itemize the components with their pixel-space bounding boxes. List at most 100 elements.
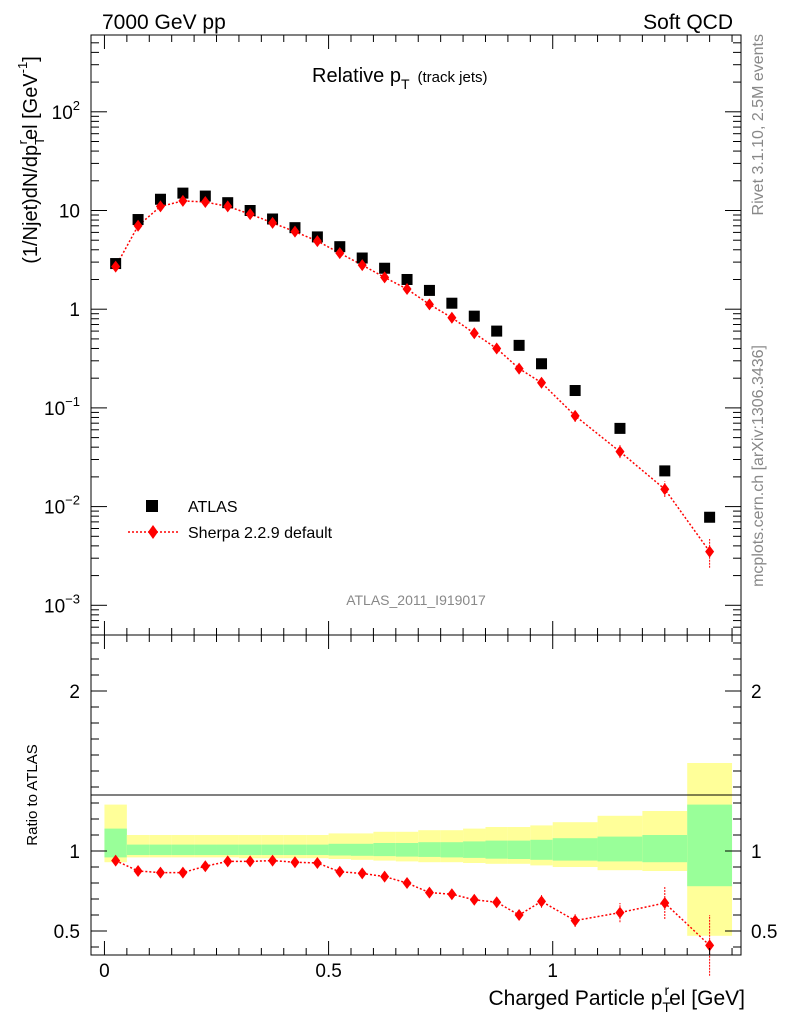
- ratio-ytick-label-left: 2: [69, 682, 80, 703]
- ytick-base: 1: [69, 300, 80, 321]
- main-ytick-label: 1: [69, 300, 80, 321]
- ytick-exp: −1: [65, 394, 80, 409]
- ratio-sherpa-point: [660, 897, 670, 909]
- ratio-band-inner: [171, 844, 195, 855]
- sherpa-point: [223, 200, 233, 213]
- ratio-frame: [90, 634, 742, 956]
- sherpa-point: [290, 225, 300, 238]
- sherpa-point: [380, 271, 390, 284]
- ytick-base: 10: [52, 103, 73, 124]
- title-sub: T: [401, 76, 410, 92]
- ytick-base: 10: [59, 201, 80, 222]
- ratio-sherpa-point: [133, 865, 143, 877]
- ylabel-close: ]: [20, 56, 42, 62]
- sherpa-point: [424, 298, 434, 311]
- ratio-sherpa-point: [469, 893, 479, 906]
- ratio-band-inner: [597, 836, 643, 862]
- ytick-base: 10: [44, 596, 65, 617]
- ratio-band-inner: [194, 844, 217, 855]
- xtick-label: 0: [99, 961, 110, 982]
- legend-marker-atlas: [146, 500, 158, 512]
- ratio-sherpa-line: [115, 859, 711, 946]
- side-note-rivet: Rivet 3.1.10, 2.5M events: [750, 34, 767, 215]
- atlas-point: [423, 284, 435, 296]
- ratio-band-inner: [238, 844, 262, 855]
- ytick-exp: 2: [73, 98, 80, 113]
- title-main: Relative p: [312, 65, 401, 87]
- main-data-marks: [110, 187, 716, 568]
- legend-label-atlas: ATLAS: [188, 499, 238, 516]
- ratio-sherpa-point: [200, 860, 210, 873]
- xlabel-sup: r: [664, 982, 669, 998]
- header-left: 7000 GeV pp: [102, 11, 226, 34]
- sherpa-point: [178, 194, 188, 207]
- atlas-point: [614, 422, 626, 434]
- ratio-band-inner: [418, 842, 441, 857]
- atlas-point: [513, 339, 525, 351]
- sherpa-point: [705, 545, 715, 558]
- ratio-band-inner: [104, 828, 127, 858]
- ratio-band-inner: [216, 844, 239, 855]
- sherpa-point: [245, 208, 255, 221]
- ytick-exp: −3: [65, 591, 80, 606]
- ratio-tick-labels: 0.5 0.5 1 1 2 2 0 0.5 1: [54, 682, 778, 982]
- atlas-point: [154, 193, 166, 205]
- ratio-band-inner: [126, 844, 150, 855]
- sherpa-point: [133, 219, 143, 232]
- ratio-sherpa-point: [155, 866, 165, 879]
- xlabel-rest: el [GeV]: [669, 987, 745, 1010]
- sherpa-point: [570, 409, 580, 422]
- ratio-sherpa-point: [492, 896, 502, 909]
- ylabel-sup2: -1: [15, 62, 30, 74]
- ratio-sherpa-point: [111, 854, 121, 867]
- xlabel: Charged Particle pTrel [GeV]: [488, 982, 745, 1015]
- ratio-ytick-label-left: 0.5: [54, 922, 80, 943]
- ratio-band-inner: [440, 842, 464, 858]
- ratio-band-inner: [306, 844, 329, 855]
- ylabel-sub: T: [32, 137, 47, 145]
- sherpa-point: [492, 342, 502, 355]
- sherpa-point: [615, 445, 625, 458]
- ratio-sherpa-point: [178, 866, 188, 879]
- ratio-sherpa-point: [514, 909, 524, 921]
- ratio-sherpa-point: [335, 865, 345, 878]
- ratio-sherpa-point: [245, 855, 255, 868]
- ratio-sherpa-point: [705, 939, 715, 952]
- atlas-point: [379, 262, 391, 274]
- ratio-ylabel: Ratio to ATLAS: [24, 744, 41, 845]
- ratio-band-inner: [283, 844, 307, 855]
- ratio-sherpa-point: [290, 856, 300, 869]
- main-frame: [90, 34, 742, 636]
- sherpa-point: [447, 311, 457, 324]
- sherpa-point: [357, 259, 367, 272]
- ratio-band-inner: [261, 844, 284, 855]
- ratio-band-inner: [149, 844, 172, 855]
- main-ytick-label: 10−1: [44, 394, 80, 420]
- ylabel-rest: el [GeV: [20, 73, 42, 140]
- atlas-point: [132, 214, 144, 226]
- ratio-ytick-label-left: 1: [69, 842, 80, 863]
- ratio-sherpa-point: [447, 888, 457, 901]
- ratio-panel: 0.5 0.5 1 1 2 2 0 0.5 1 Ratio to ATLAS: [24, 634, 778, 982]
- ratio-sherpa-point: [223, 855, 233, 868]
- sherpa-point: [514, 362, 524, 375]
- sherpa-point: [268, 216, 278, 229]
- atlas-point: [356, 252, 368, 264]
- ytick-exp: −2: [65, 493, 80, 508]
- ytick-base: 10: [44, 399, 65, 420]
- xlabel-sub: T: [662, 999, 671, 1015]
- sherpa-point: [402, 283, 412, 296]
- atlas-point: [401, 273, 413, 285]
- ratio-uncertainty-bands: [104, 763, 733, 936]
- ratio-axis-ticks: [91, 635, 741, 955]
- ratio-band-inner: [530, 839, 553, 860]
- main-ytick-label: 10−3: [44, 591, 80, 617]
- atlas-point: [334, 241, 346, 253]
- ratio-band-inner: [687, 804, 733, 887]
- sherpa-point: [335, 247, 345, 260]
- ratio-sherpa-point: [615, 906, 625, 919]
- ratio-sherpa-point: [424, 886, 434, 899]
- atlas-point: [536, 358, 548, 370]
